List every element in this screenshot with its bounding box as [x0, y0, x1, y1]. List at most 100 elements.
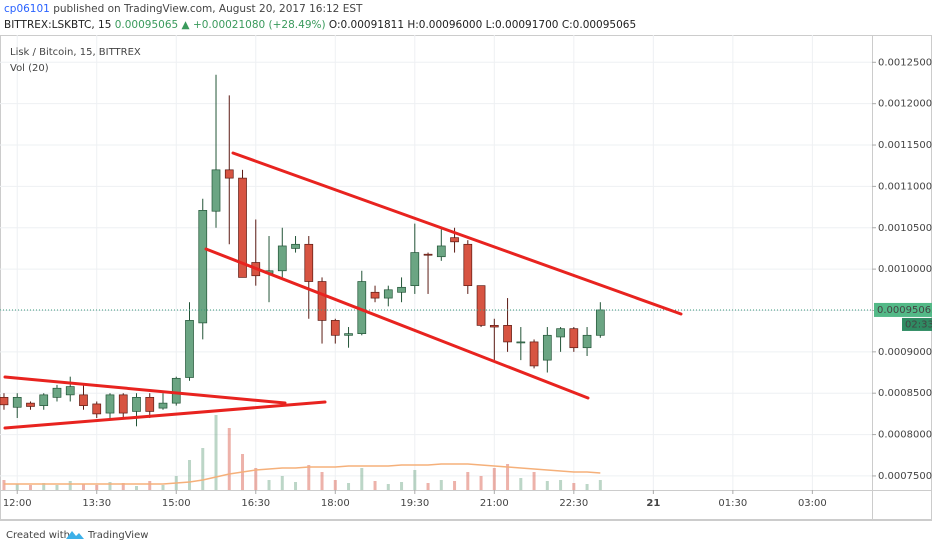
volume-bar	[254, 468, 258, 490]
candle-body	[516, 341, 526, 344]
volume-bar	[373, 481, 377, 490]
volume-bar	[400, 482, 404, 490]
x-tick-label: 01:30	[718, 498, 747, 509]
candle-body	[450, 237, 459, 243]
trend-line	[3, 375, 287, 405]
footer-created: Created with	[6, 530, 70, 541]
volume-bar	[333, 480, 337, 490]
candle-body	[370, 291, 380, 299]
trend-line	[204, 247, 590, 400]
candle-body	[26, 402, 35, 407]
ohlc-high: H:0.00096000	[407, 19, 482, 31]
candle-body	[317, 281, 327, 321]
volume-bar	[545, 481, 549, 490]
x-tick-label: 21	[646, 498, 660, 509]
volume-bar	[585, 484, 589, 490]
candle-body	[304, 243, 314, 282]
published: published on TradingView.com, August 20,…	[53, 3, 363, 15]
volume-bar	[347, 483, 351, 490]
volume-bar	[2, 480, 6, 490]
volume-bar	[559, 480, 563, 490]
candle-body	[556, 328, 565, 338]
volume-bar	[108, 482, 112, 490]
volume-label: Vol (20)	[10, 63, 49, 74]
candle-body	[224, 169, 234, 179]
candle-body	[65, 386, 75, 396]
ohlc-open: O:0.00091811	[329, 19, 404, 31]
ohlc-close: C:0.00095065	[562, 19, 636, 31]
candle-body	[277, 245, 287, 272]
candle-body	[397, 286, 406, 293]
candle-body	[39, 394, 49, 406]
volume-bar	[492, 468, 496, 490]
footer-brand[interactable]: TradingView	[87, 530, 148, 541]
last: 0.00095065	[115, 19, 178, 31]
chart-title: Lisk / Bitcoin, 15, BITTREX	[10, 47, 141, 58]
symbol: BITTREX:LSKBTC, 15	[4, 19, 111, 31]
candle-body	[118, 394, 128, 414]
volume-bar	[95, 485, 99, 490]
volume-bar	[134, 486, 138, 490]
volume-ma	[3, 463, 601, 485]
volume-bar	[201, 448, 205, 490]
candle-body	[330, 320, 340, 336]
volume-bar	[572, 483, 576, 490]
x-tick-label: 21:00	[480, 498, 509, 509]
volume-bar	[214, 415, 218, 490]
y-tick-label: 0.00125000	[878, 57, 932, 68]
publisher[interactable]: cp06101	[4, 3, 50, 15]
candle-body	[344, 333, 353, 336]
candle-body	[185, 320, 194, 378]
countdown: 02:33	[905, 319, 932, 330]
candle-body	[569, 328, 579, 349]
volume-bar	[148, 481, 152, 490]
x-tick-label: 12:00	[3, 498, 32, 509]
x-tick-label: 15:00	[162, 498, 191, 509]
change: ▲ +0.00021080 (+28.49%)	[182, 19, 326, 31]
candle-body	[595, 309, 605, 336]
candle-body	[542, 334, 552, 361]
candle-body	[171, 377, 181, 404]
volume-bar	[188, 460, 192, 490]
volume-bar	[15, 484, 19, 490]
candle-body	[145, 396, 155, 412]
volume-bar	[280, 476, 284, 490]
volume-bar	[55, 485, 59, 490]
volume-bar	[598, 480, 602, 490]
candle-body	[0, 396, 9, 406]
volume-bar	[532, 472, 536, 490]
candle-body	[291, 243, 300, 249]
trend-line	[231, 151, 683, 316]
header-line2: BITTREX:LSKBTC, 15 0.00095065 ▲ +0.00021…	[4, 19, 636, 31]
volume-bar	[68, 481, 72, 490]
candle-body	[198, 210, 208, 324]
volume-bar	[479, 476, 483, 490]
countdown-tag	[902, 317, 932, 331]
candle-body	[158, 402, 168, 409]
candle-body	[92, 403, 102, 415]
volume-bar	[161, 485, 165, 490]
plot	[0, 35, 872, 490]
candle-body	[423, 253, 433, 256]
volume-bar	[466, 472, 470, 490]
ohlc-low: L:0.00091700	[486, 19, 559, 31]
candle-body	[582, 334, 592, 349]
candle-body	[489, 325, 499, 328]
candle-body	[238, 177, 247, 278]
candle-body	[105, 394, 115, 414]
brand-logo	[66, 531, 84, 539]
volume-bar	[386, 484, 390, 490]
candle-body	[211, 169, 221, 212]
x-tick-label: 19:30	[400, 498, 429, 509]
x-tick-label: 16:30	[241, 498, 270, 509]
volume-bar	[121, 483, 125, 490]
volume-bar	[413, 470, 417, 490]
